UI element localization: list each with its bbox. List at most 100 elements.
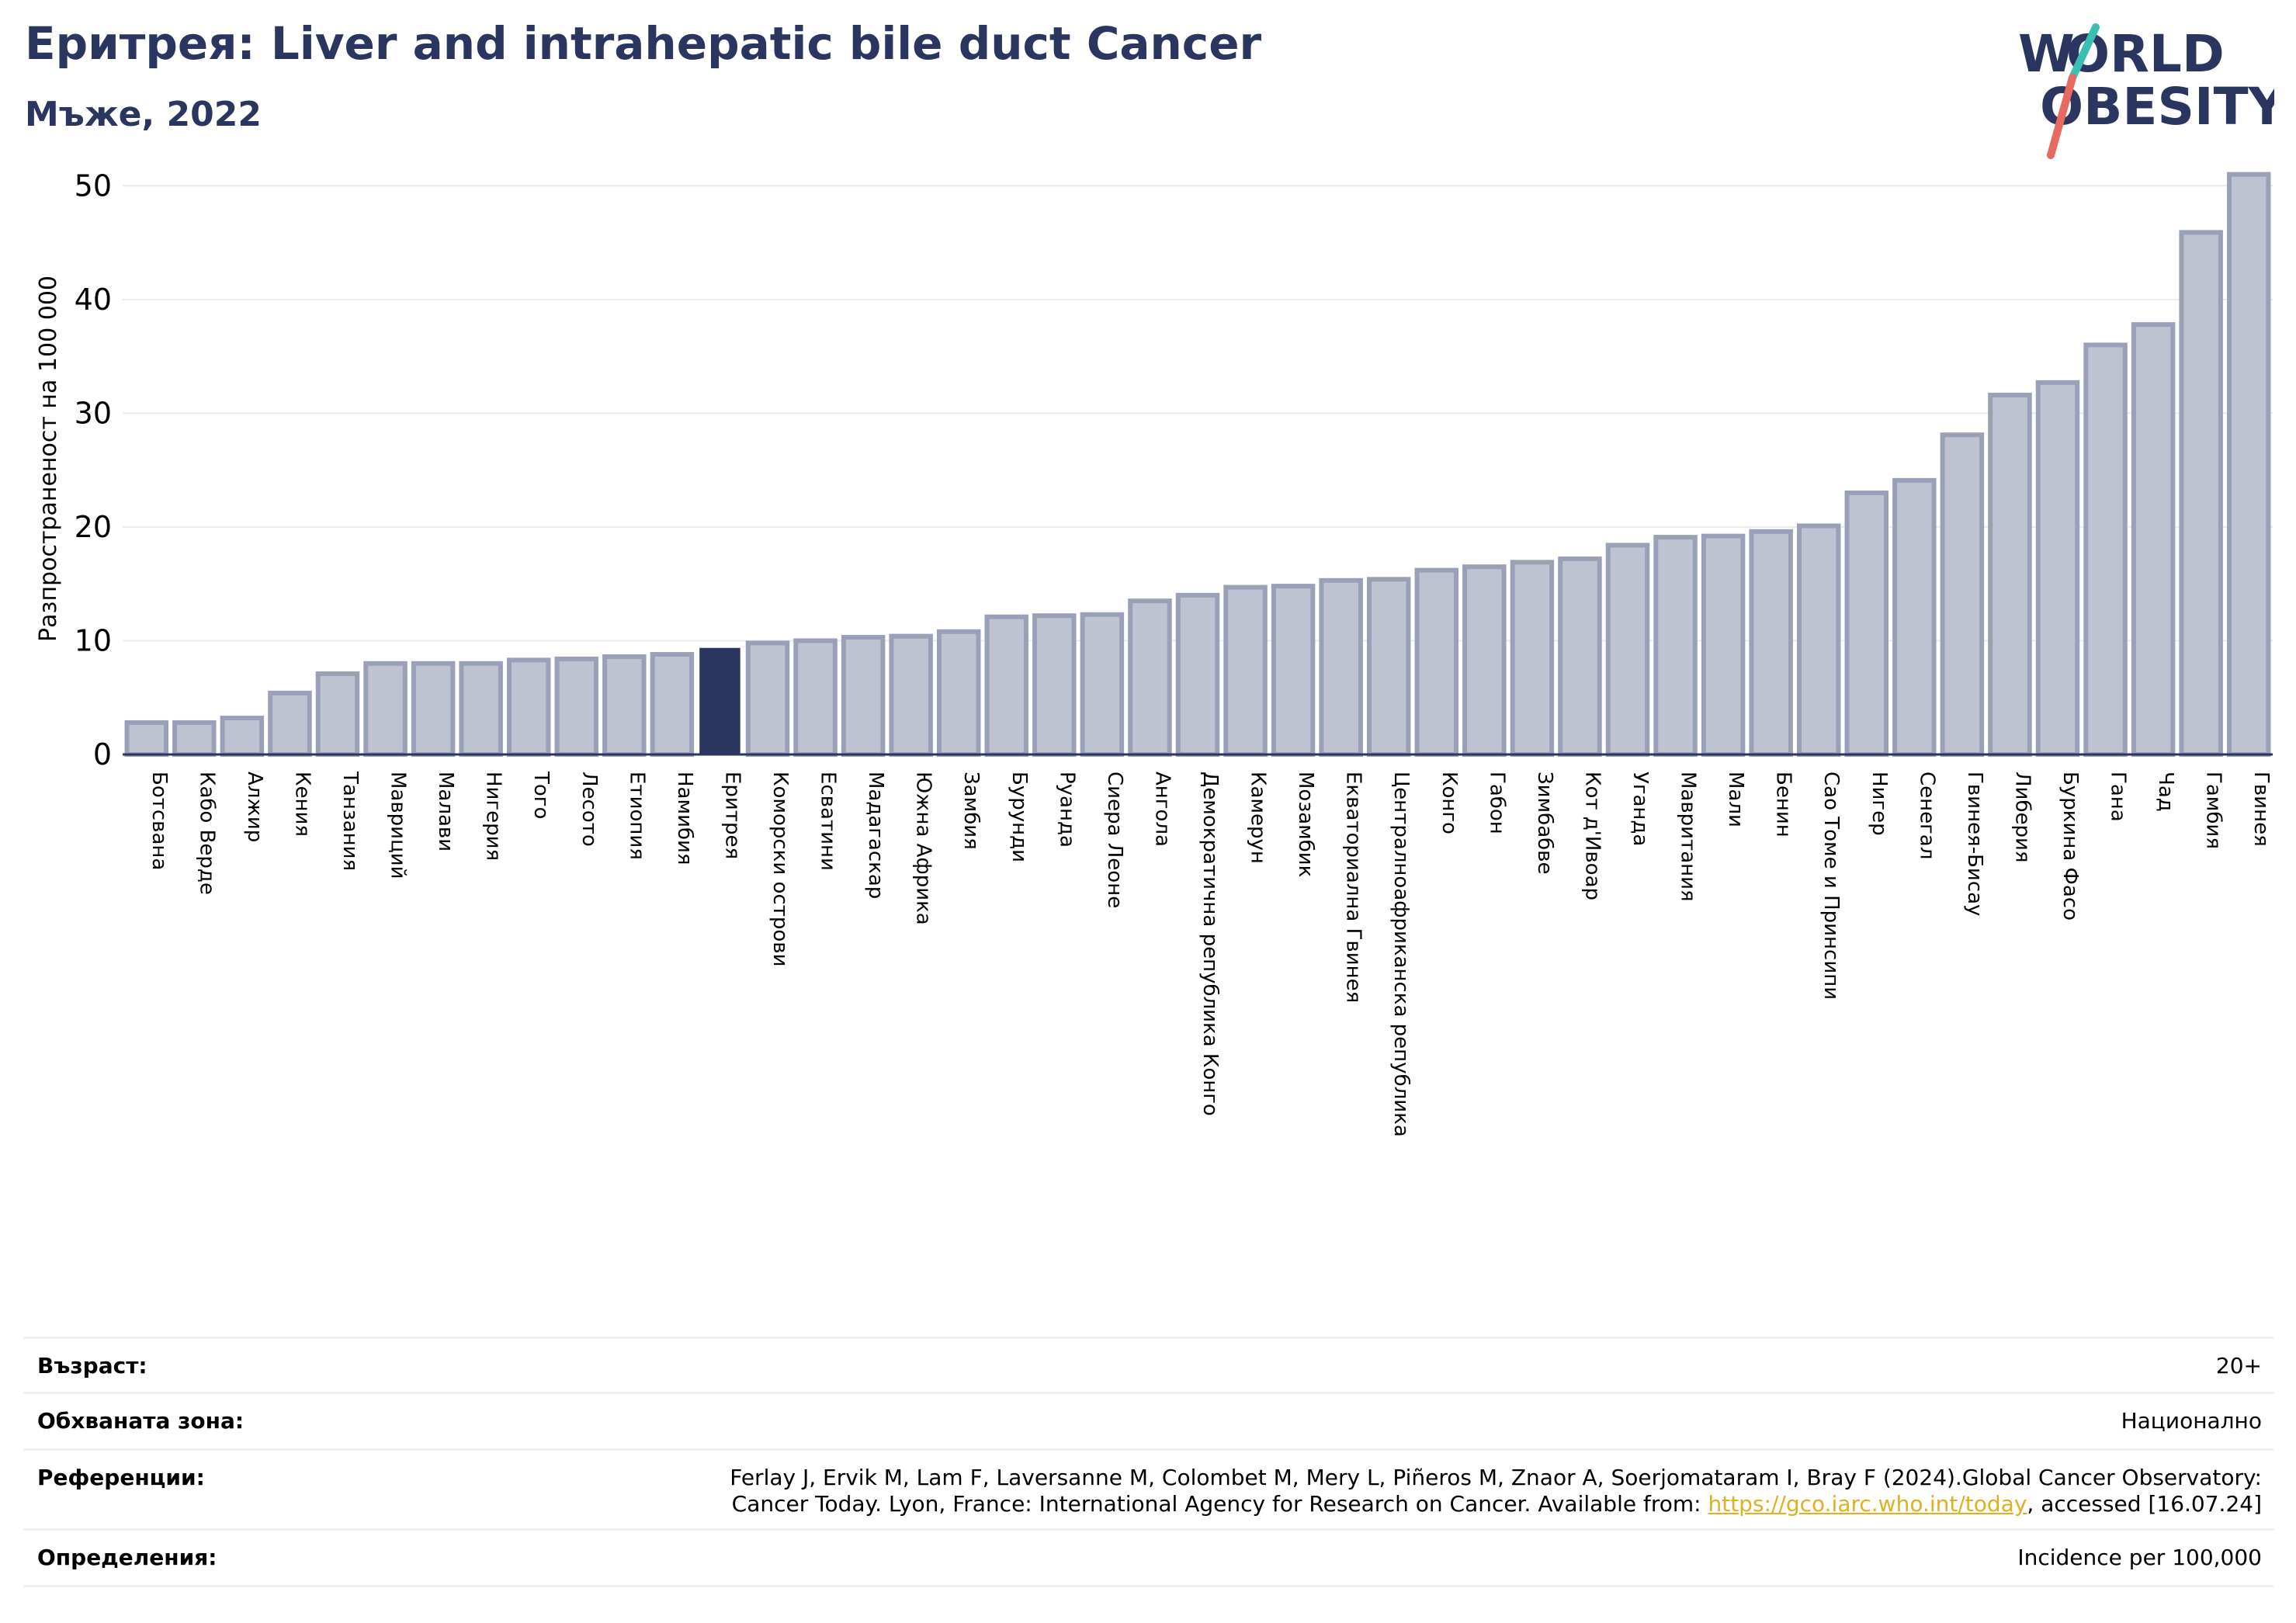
x-tick-label: Сиера Леоне	[1103, 772, 1126, 908]
y-axis-label: Разпространеност на 100 000	[35, 276, 62, 642]
y-tick-label: 20	[75, 510, 112, 544]
bar	[363, 661, 408, 757]
x-tick-label: Лесото	[577, 772, 601, 847]
x-tick-label: Уганда	[1628, 772, 1652, 846]
page-title: Еритрея: Liver and intrahepatic bile duc…	[25, 17, 1262, 70]
x-tick-label: Бенин	[1772, 772, 1795, 838]
x-tick-label: Кабо Верде	[195, 772, 218, 895]
x-tick-label: Гамбия	[2202, 772, 2225, 849]
bar	[124, 720, 169, 758]
bar	[2035, 380, 2080, 757]
age-label: Възраст:	[37, 1353, 147, 1379]
bar	[1128, 598, 1172, 758]
bar	[506, 657, 551, 757]
x-tick-label: Гвинея-Бисау	[1963, 772, 1986, 916]
x-tick-label: Сенегал	[1915, 772, 1938, 859]
x-tick-label: Коморски острови	[768, 772, 792, 967]
refs-line-2-pre: Cancer Today. Lyon, France: Internationa…	[731, 1491, 1708, 1517]
y-tick-label: 30	[75, 396, 112, 430]
bar	[1175, 592, 1220, 757]
y-tick-label: 50	[75, 168, 112, 203]
area-value: Национално	[2121, 1408, 2262, 1434]
x-tick-label: Гана	[2107, 772, 2130, 822]
footer-row-area: Обхваната зона: Национално	[23, 1392, 2274, 1448]
bar	[1701, 533, 1746, 758]
refs-value: Ferlay J, Ervik M, Lam F, Laversanne M, …	[730, 1465, 2262, 1517]
footer-row-age: Възраст: 20+	[23, 1337, 2274, 1392]
bar-highlighted	[699, 647, 740, 755]
x-tick-label: Етиопия	[625, 772, 648, 860]
bar	[1462, 564, 1507, 758]
footer-table: Възраст: 20+ Обхваната зона: Национално …	[23, 1337, 2274, 1587]
y-axis-ticks: 0 10 20 30 40 50	[75, 168, 112, 772]
bar	[1510, 560, 1555, 757]
x-tick-label: Ботсвана	[147, 772, 171, 870]
bar	[1844, 490, 1889, 757]
bar	[1032, 613, 1077, 757]
x-tick-label: Буркина Фасо	[2058, 772, 2082, 921]
bar	[1749, 529, 1793, 757]
bar	[2179, 230, 2223, 757]
bar	[315, 671, 360, 758]
x-tick-label: Ангола	[1150, 772, 1174, 847]
bar	[602, 654, 647, 758]
y-tick-label: 0	[93, 737, 112, 772]
x-tick-label: Гвинея	[2249, 772, 2273, 847]
x-tick-label: Сао Томе и Принсипи	[1819, 772, 1843, 1000]
defs-value: Incidence per 100,000	[2017, 1545, 2262, 1570]
x-tick-label: Еритрея	[720, 772, 744, 859]
x-tick-label: Намибия	[673, 772, 696, 865]
bar	[1223, 584, 1268, 757]
x-tick-label: Централноафриканска република	[1389, 772, 1413, 1137]
x-tick-label: Камерун	[1247, 772, 1270, 864]
refs-link[interactable]: https://gco.iarc.who.int/today	[1708, 1491, 2027, 1517]
x-tick-label: Того	[529, 771, 553, 819]
page-subtitle: Мъже, 2022	[25, 95, 262, 134]
bar	[1414, 567, 1459, 757]
bar	[268, 690, 312, 757]
age-value: 20+	[2215, 1353, 2262, 1379]
bar	[936, 629, 981, 757]
x-tick-label: Екваториална Гвинея	[1342, 772, 1365, 1003]
x-tick-label: Либерия	[2010, 772, 2034, 863]
x-tick-label: Алжир	[243, 772, 266, 842]
bar	[1558, 556, 1602, 758]
area-label: Обхваната зона:	[37, 1408, 245, 1434]
bar	[1366, 577, 1411, 757]
x-tick-label: Конго	[1438, 772, 1461, 834]
x-tick-label: Демократична република Конго	[1198, 772, 1222, 1116]
x-tick-label: Замбия	[959, 772, 983, 850]
x-tick-label: Руанда	[1055, 772, 1078, 848]
x-tick-label: Нигерия	[482, 772, 505, 861]
refs-label: Референции:	[37, 1465, 205, 1490]
bars	[124, 172, 2271, 758]
x-tick-label: Есватини	[817, 772, 840, 871]
bar	[841, 635, 886, 757]
x-tick-label: Бурунди	[1008, 772, 1031, 862]
bar	[1271, 584, 1316, 757]
defs-label: Определения:	[37, 1545, 217, 1570]
x-tick-label: Мали	[1724, 772, 1747, 827]
bar	[1653, 535, 1698, 757]
svg-text:W: W	[2018, 24, 2075, 84]
x-tick-label: Габон	[1485, 772, 1508, 834]
bar	[459, 661, 503, 757]
bar-chart: 0 10 20 30 40 50 Ботсвана Кабо Верде Алжир Кения…	[35, 168, 2273, 1137]
bar	[172, 720, 217, 758]
footer-row-refs: Референции: Ferlay J, Ervik M, Lam F, La…	[23, 1448, 2274, 1528]
svg-text:OBESITY: OBESITY	[2040, 77, 2274, 137]
x-tick-label: Мадагаскар	[864, 772, 887, 899]
bar	[889, 633, 933, 757]
bar	[2131, 322, 2176, 758]
y-tick-label: 10	[75, 623, 112, 657]
bar	[411, 661, 456, 757]
bar	[2083, 342, 2128, 757]
refs-line-1: Ferlay J, Ervik M, Lam F, Laversanne M, …	[730, 1465, 2262, 1490]
x-tick-label: Мавритания	[1677, 772, 1700, 902]
bar	[1605, 543, 1650, 757]
x-tick-label: Нигер	[1868, 772, 1891, 836]
bar	[1319, 577, 1363, 757]
bar	[1892, 477, 1937, 757]
bar	[793, 638, 838, 758]
x-axis-ticks: Ботсвана Кабо Верде Алжир Кения Танзания Мавр…	[147, 771, 2273, 1137]
